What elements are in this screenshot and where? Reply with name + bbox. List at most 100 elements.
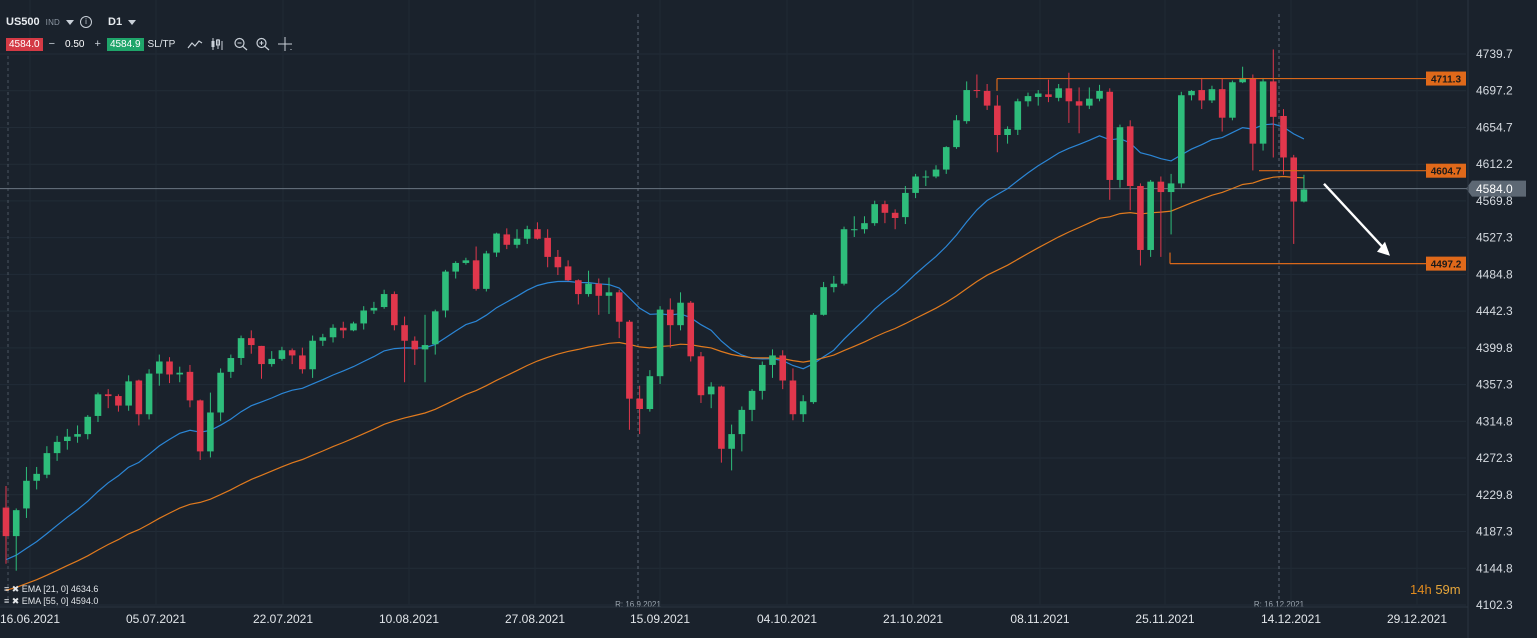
candle-body bbox=[575, 280, 582, 295]
countdown-hours: 14h bbox=[1410, 582, 1432, 597]
x-tick-label: 15.09.2021 bbox=[630, 612, 690, 626]
sltp-button[interactable]: SL/TP bbox=[147, 38, 176, 50]
candle-body bbox=[176, 372, 184, 375]
candle-body bbox=[942, 147, 950, 170]
zoom-in-icon[interactable] bbox=[255, 37, 271, 51]
crosshair-icon[interactable] bbox=[277, 37, 293, 51]
candle-body bbox=[84, 416, 92, 435]
y-tick-label: 4229.8 bbox=[1476, 488, 1513, 502]
candle-body bbox=[166, 361, 173, 375]
candle-body bbox=[196, 400, 204, 452]
candle-body bbox=[503, 234, 511, 245]
increase-quantity-button[interactable]: + bbox=[94, 38, 101, 50]
candle-body bbox=[1096, 90, 1103, 99]
decrease-quantity-button[interactable]: − bbox=[48, 38, 56, 50]
candle-body bbox=[1147, 181, 1154, 250]
y-tick-label: 4272.3 bbox=[1476, 451, 1513, 465]
candle-body bbox=[1188, 90, 1195, 96]
candle-body bbox=[1178, 95, 1185, 184]
candle-body bbox=[994, 105, 1001, 135]
candles-icon[interactable] bbox=[209, 37, 225, 51]
candle-body bbox=[871, 204, 878, 224]
candle-body bbox=[442, 271, 449, 311]
date-markers: R: 16.9.2021 R: 16.12.2021 bbox=[7, 14, 1305, 609]
candle-body bbox=[1157, 181, 1165, 193]
candle-body bbox=[421, 345, 429, 350]
candle-body bbox=[1055, 88, 1062, 98]
candle-body bbox=[1229, 82, 1236, 118]
candle-body bbox=[769, 355, 776, 365]
zoom-out-icon[interactable] bbox=[233, 37, 249, 51]
symbol-name[interactable]: US500 bbox=[6, 16, 40, 28]
candle-body bbox=[493, 233, 500, 253]
candle-body bbox=[156, 361, 163, 374]
line-chart-icon[interactable] bbox=[187, 37, 203, 51]
candle-body bbox=[861, 223, 868, 230]
y-tick-label: 4654.7 bbox=[1476, 120, 1513, 134]
chart-lines bbox=[0, 123, 1468, 591]
ema21-legend[interactable]: ≡ ✖ EMA [21, 0] 4634.6 bbox=[4, 584, 99, 594]
candle-body bbox=[288, 350, 296, 356]
candle-body bbox=[12, 510, 20, 537]
candle-body bbox=[1239, 77, 1246, 83]
quantity-input[interactable]: 0.50 bbox=[65, 38, 85, 50]
y-tick-label: 4484.8 bbox=[1476, 267, 1513, 281]
candle-body bbox=[217, 372, 224, 413]
candle-body bbox=[258, 345, 265, 365]
candle-body bbox=[912, 176, 919, 193]
candle-body bbox=[23, 480, 30, 509]
ema55-label: EMA [55, 0] 4594.0 bbox=[21, 596, 99, 606]
x-tick-label: 25.11.2021 bbox=[1135, 612, 1194, 626]
candle-body bbox=[983, 90, 991, 106]
candle-body bbox=[779, 355, 787, 381]
chart-toolbar: US500 IND i D1 4584.0 − 0.50 + 4584.9 SL… bbox=[0, 0, 470, 56]
candle-body bbox=[33, 473, 40, 481]
level-label: 4497.2 bbox=[1431, 260, 1462, 271]
candle-body bbox=[605, 292, 613, 296]
y-tick-label: 4102.3 bbox=[1476, 598, 1513, 612]
candle-body bbox=[758, 364, 766, 391]
candle-body bbox=[53, 441, 61, 454]
info-icon[interactable]: i bbox=[80, 16, 93, 28]
candle-body bbox=[380, 294, 388, 308]
level-label: 4711.3 bbox=[1431, 75, 1461, 86]
candle-body bbox=[1075, 101, 1083, 106]
candle-body bbox=[1004, 128, 1011, 135]
candle-body bbox=[1034, 93, 1042, 97]
candle-body bbox=[43, 453, 51, 475]
candle-body bbox=[1167, 183, 1175, 193]
chevron-down-icon[interactable] bbox=[66, 19, 75, 25]
level-label: 4604.7 bbox=[1431, 167, 1462, 178]
candle-body bbox=[370, 307, 378, 311]
y-tick-label: 4144.8 bbox=[1476, 561, 1513, 575]
candle-body bbox=[74, 434, 81, 437]
candle-body bbox=[534, 229, 541, 239]
candle-body bbox=[615, 292, 623, 322]
y-tick-label: 4739.7 bbox=[1476, 47, 1513, 61]
candle-body bbox=[329, 327, 337, 338]
candle-body bbox=[626, 321, 633, 399]
candle-body bbox=[513, 238, 521, 245]
timeframe-chevron-down-icon[interactable] bbox=[128, 19, 137, 25]
candle-body bbox=[1300, 189, 1308, 202]
candle-body bbox=[125, 381, 132, 406]
candle-body bbox=[789, 380, 797, 415]
candle-body bbox=[820, 287, 827, 315]
candle-body bbox=[452, 262, 459, 272]
candle-body bbox=[1106, 91, 1114, 180]
candle-body bbox=[1218, 89, 1226, 118]
candle-body bbox=[728, 434, 735, 449]
timeframe-selector[interactable]: D1 bbox=[108, 16, 123, 28]
sell-button[interactable]: 4584.0 bbox=[6, 37, 43, 51]
ema55-legend[interactable]: ≡ ✖ EMA [55, 0] 4594.0 bbox=[4, 596, 99, 606]
market-type: IND bbox=[45, 17, 61, 27]
candle-body bbox=[810, 314, 817, 403]
candle-body bbox=[1259, 81, 1267, 144]
candle-body bbox=[523, 229, 531, 239]
candle-body bbox=[1290, 157, 1298, 202]
candle-body bbox=[391, 294, 398, 326]
y-tick-label: 4187.3 bbox=[1476, 525, 1513, 539]
buy-button[interactable]: 4584.9 bbox=[106, 37, 144, 51]
